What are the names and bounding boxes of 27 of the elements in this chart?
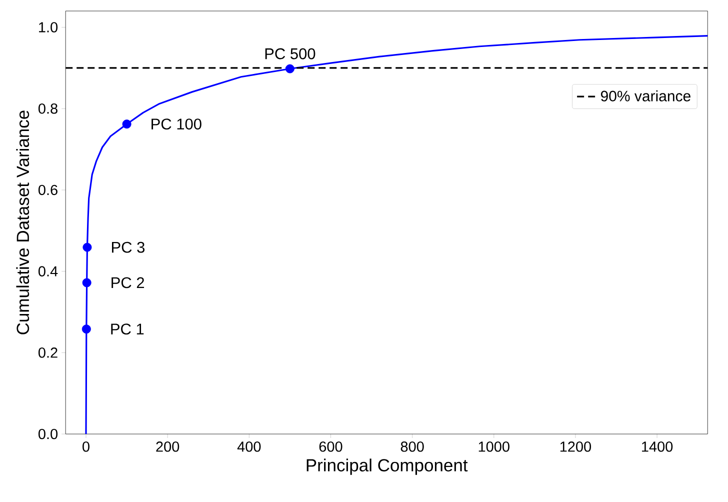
annotation: PC 100 xyxy=(152,118,202,130)
point xyxy=(285,64,294,74)
y-tick-label: 0.8 xyxy=(38,103,58,114)
y-tick-label: 1.0 xyxy=(39,22,58,32)
point xyxy=(122,120,132,129)
x-tick-label: 400 xyxy=(237,442,261,452)
x-tick-label: 1400 xyxy=(642,442,673,452)
annotation: PC 2 xyxy=(112,277,144,288)
x-axis-title: Principal Component xyxy=(306,458,468,475)
point xyxy=(82,324,91,334)
annotation: PC 500 xyxy=(265,48,316,60)
x-tick-label: 800 xyxy=(400,442,424,452)
annotation: PC 1 xyxy=(111,324,144,335)
point xyxy=(82,278,92,288)
x-tick-label: 200 xyxy=(156,442,180,452)
y-axis-title: Cumulative Dataset Variance xyxy=(16,110,30,334)
x-tick-label: 600 xyxy=(319,442,342,452)
y-tick-label: 0.6 xyxy=(38,184,58,196)
annotation: PC 3 xyxy=(112,242,145,253)
x-tick-label: 1000 xyxy=(478,442,510,452)
y-tick-label: 0.2 xyxy=(38,348,58,358)
y-tick-label: 0.0 xyxy=(38,428,58,440)
x-tick-label: 0 xyxy=(82,442,90,452)
x-tick-label: 1200 xyxy=(560,442,592,452)
legend-label: 90% variance xyxy=(600,90,690,102)
y-tick-label: 0.4 xyxy=(38,266,58,276)
point xyxy=(82,242,92,252)
